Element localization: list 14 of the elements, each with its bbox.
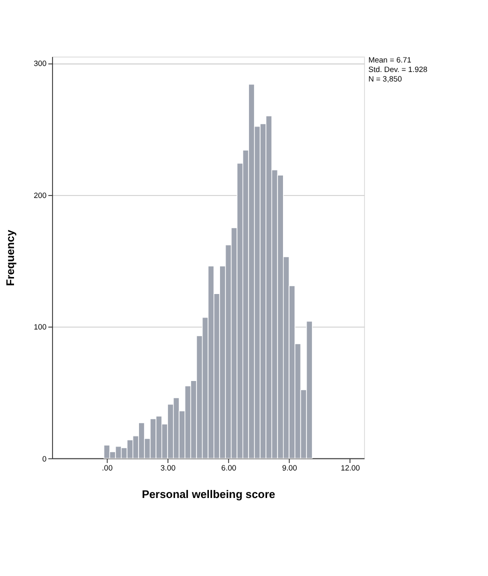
x-tick-label: 9.00 xyxy=(282,464,298,473)
y-tick-label: 0 xyxy=(42,454,47,464)
x-axis-title: Personal wellbeing score xyxy=(142,489,276,502)
text: Std. Dev. = 1.928 xyxy=(368,65,428,74)
x-tick-label: 3.00 xyxy=(160,464,176,473)
text: Mean = 6.71 xyxy=(368,56,412,65)
y-tick-label: 100 xyxy=(34,322,47,332)
x-tick-label: 12.00 xyxy=(340,464,360,473)
y-tick-label: 300 xyxy=(34,59,47,68)
x-tick-label: .00 xyxy=(102,464,113,473)
y-axis-title: Frequency xyxy=(5,228,18,286)
text: N = 3,850 xyxy=(368,74,402,84)
y-tick-label: 200 xyxy=(34,190,47,200)
x-tick-label: 6.00 xyxy=(221,464,236,473)
